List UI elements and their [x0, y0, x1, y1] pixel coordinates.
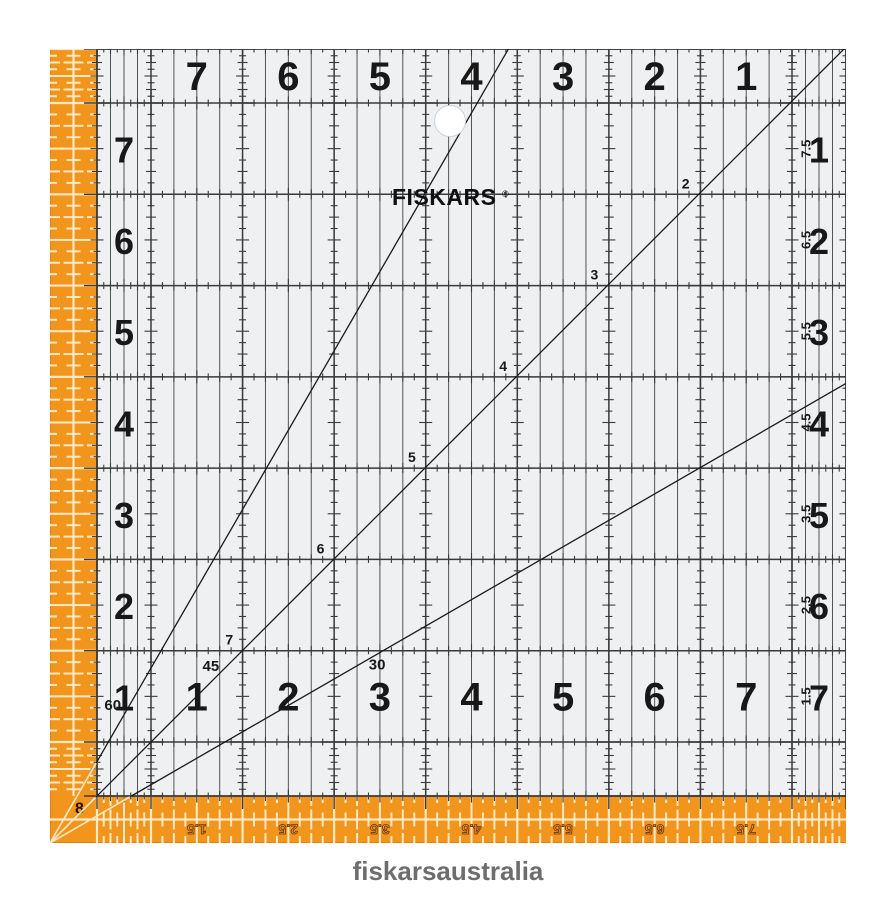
- svg-text:1: 1: [186, 675, 208, 719]
- svg-text:4: 4: [499, 358, 507, 374]
- svg-text:6: 6: [114, 221, 134, 262]
- svg-text:3: 3: [552, 55, 574, 99]
- svg-text:3: 3: [114, 495, 134, 536]
- svg-text:®: ®: [502, 189, 509, 199]
- svg-text:7: 7: [225, 632, 233, 648]
- svg-text:2.5: 2.5: [798, 596, 813, 614]
- svg-text:2: 2: [682, 175, 690, 191]
- svg-text:7.5: 7.5: [798, 140, 813, 158]
- svg-text:3: 3: [369, 675, 391, 719]
- svg-text:5.5: 5.5: [798, 322, 813, 340]
- svg-text:45: 45: [203, 658, 220, 675]
- svg-text:4: 4: [460, 675, 483, 719]
- svg-text:8: 8: [75, 801, 84, 818]
- svg-text:4.5: 4.5: [798, 413, 813, 431]
- svg-text:5: 5: [552, 675, 574, 719]
- svg-text:2.5: 2.5: [278, 822, 298, 838]
- svg-text:5: 5: [114, 312, 134, 353]
- svg-text:5: 5: [408, 449, 416, 465]
- svg-text:3: 3: [591, 267, 599, 283]
- svg-text:2: 2: [277, 675, 299, 719]
- svg-text:4: 4: [114, 404, 134, 445]
- svg-text:2: 2: [114, 586, 134, 627]
- svg-text:3.5: 3.5: [370, 822, 390, 838]
- svg-text:2: 2: [644, 55, 666, 99]
- svg-text:6: 6: [317, 540, 325, 556]
- svg-text:4: 4: [460, 55, 483, 99]
- svg-text:7: 7: [114, 130, 134, 171]
- svg-text:4.5: 4.5: [462, 822, 482, 838]
- svg-text:6: 6: [644, 675, 666, 719]
- svg-text:5: 5: [369, 55, 391, 99]
- svg-text:6.5: 6.5: [798, 231, 813, 249]
- svg-text:7: 7: [735, 675, 757, 719]
- svg-text:7: 7: [186, 55, 208, 99]
- svg-text:FISKARS: FISKARS: [392, 184, 496, 210]
- svg-text:6: 6: [277, 55, 299, 99]
- svg-text:1.5: 1.5: [798, 687, 813, 705]
- svg-text:1.5: 1.5: [187, 822, 207, 838]
- svg-text:fiskarsaustralia: fiskarsaustralia: [353, 856, 544, 886]
- svg-text:60: 60: [104, 697, 121, 714]
- svg-text:6.5: 6.5: [645, 822, 665, 838]
- svg-text:1: 1: [735, 55, 757, 99]
- svg-text:30: 30: [369, 656, 386, 673]
- svg-text:3.5: 3.5: [798, 505, 813, 523]
- svg-text:7.5: 7.5: [736, 822, 756, 838]
- svg-text:5.5: 5.5: [553, 822, 573, 838]
